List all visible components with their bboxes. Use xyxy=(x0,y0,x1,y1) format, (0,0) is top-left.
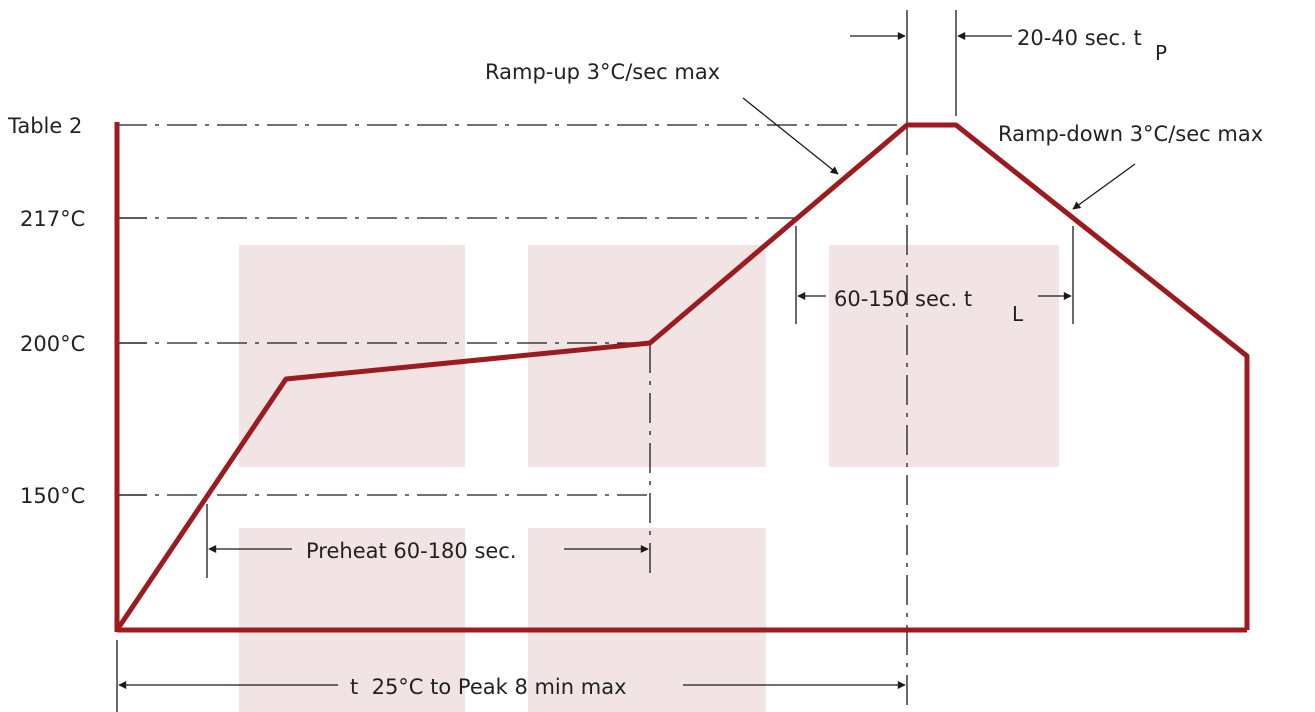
tl-subscript: L xyxy=(1012,302,1024,326)
ramp-down-label: Ramp-down 3°C/sec max xyxy=(998,122,1263,146)
y-label-150: 150°C xyxy=(20,484,85,508)
tl-label: 60-150 sec. t xyxy=(834,287,972,311)
y-label-table2: Table 2 xyxy=(7,114,82,138)
thermal-profile xyxy=(114,122,1250,633)
shade-block xyxy=(528,245,766,467)
shade-block xyxy=(239,245,465,467)
ramp-up-label: Ramp-up 3°C/sec max xyxy=(485,60,720,84)
profile-curve xyxy=(114,122,1250,632)
time-guides xyxy=(116,10,1074,712)
shade-block xyxy=(239,528,465,712)
shade-block xyxy=(829,245,1059,467)
temperature-guides xyxy=(117,124,907,496)
tp-subscript: P xyxy=(1155,41,1167,65)
dimension-arrows xyxy=(118,32,1136,689)
total-time-label: t 25°C to Peak 8 min max xyxy=(350,675,627,699)
preheat-label: Preheat 60-180 sec. xyxy=(306,539,517,563)
y-label-217: 217°C xyxy=(20,207,85,231)
tp-label: 20-40 sec. t xyxy=(1017,26,1142,50)
shade-block xyxy=(528,528,766,712)
y-label-200: 200°C xyxy=(20,332,85,356)
ramp-down-pointer xyxy=(1072,163,1136,210)
label-stubs xyxy=(117,217,147,496)
ramp-up-pointer xyxy=(742,97,839,175)
background-shading xyxy=(239,245,1059,712)
